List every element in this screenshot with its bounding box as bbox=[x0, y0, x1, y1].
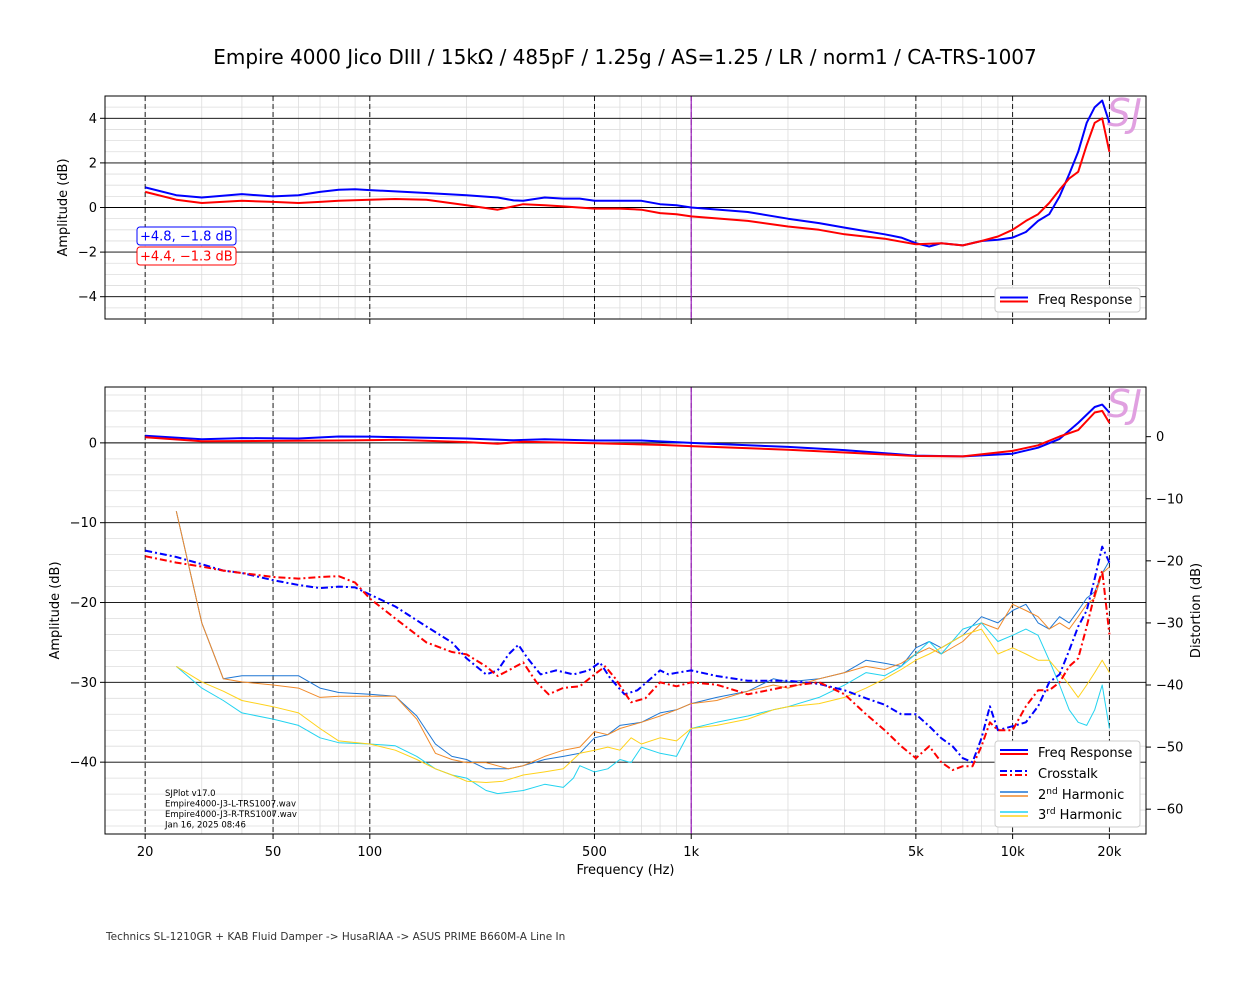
y-tick-label: 0 bbox=[89, 201, 97, 216]
legend-label: Freq Response bbox=[1038, 293, 1132, 308]
y2-tick-label: −10 bbox=[1156, 492, 1183, 507]
data-series bbox=[144, 99, 1111, 248]
x-tick-label: 100 bbox=[357, 845, 382, 860]
x-axis: 20 50 100 500 1k 5k 10k 20k bbox=[137, 834, 1122, 860]
x-tick-label: 5k bbox=[908, 845, 924, 860]
series-h3-left bbox=[175, 622, 1110, 795]
y-axis-label: Amplitude (dB) bbox=[56, 158, 71, 256]
y-tick-label: 4 bbox=[89, 112, 97, 127]
series-fr-right bbox=[144, 117, 1111, 247]
info-line: SJPlot v17.0 bbox=[165, 789, 216, 799]
legend-box bbox=[994, 740, 1141, 828]
series-h2-right bbox=[175, 511, 1110, 770]
y2-axis: 0 −10 −20 −30 −40 −50 −60 Distortion (dB) bbox=[1146, 430, 1204, 818]
y2-tick-label: −30 bbox=[1156, 616, 1183, 631]
x-axis-label: Frequency (Hz) bbox=[576, 863, 674, 878]
frequency-response-panel: SJ 4 2 0 −2 −4 Amplitude (dB) +4.8, −1.8 dB +4.4… bbox=[56, 91, 1147, 324]
y2-tick-label: 0 bbox=[1156, 430, 1164, 445]
x-tick-label: 20 bbox=[137, 845, 154, 860]
footer-text: Technics SL-1210GR + KAB Fluid Damper ->… bbox=[105, 931, 565, 943]
series-fr-left bbox=[144, 99, 1111, 248]
x-tick-label: 500 bbox=[582, 845, 607, 860]
x-tick-label: 50 bbox=[265, 845, 282, 860]
series-fr-left bbox=[145, 403, 1111, 458]
plot-frame bbox=[104, 386, 1147, 835]
y2-tick-label: −20 bbox=[1156, 554, 1183, 569]
legend-label: Crosstalk bbox=[1038, 767, 1098, 782]
y2-tick-label: −50 bbox=[1156, 741, 1183, 756]
y-tick-label: −20 bbox=[70, 596, 97, 611]
legend-box bbox=[994, 287, 1141, 313]
annotation-text: +4.8, −1.8 dB bbox=[140, 230, 233, 245]
legend: Freq Response Crosstalk 2nd Harmonic 3rd Ha… bbox=[994, 740, 1141, 828]
y2-tick-label: −40 bbox=[1156, 679, 1183, 694]
annotation-box bbox=[136, 226, 237, 246]
series-xt-right bbox=[144, 555, 1111, 772]
info-line: Jan 16, 2025 08:46 bbox=[164, 821, 246, 831]
y2-tick-label: −60 bbox=[1156, 803, 1183, 818]
series-fr-right bbox=[145, 409, 1111, 458]
watermark-logo: SJ bbox=[1107, 382, 1142, 426]
y-tick-label: −4 bbox=[78, 290, 97, 305]
series-xt-left bbox=[144, 545, 1111, 764]
y-tick-label: 2 bbox=[89, 156, 97, 171]
watermark-logo: SJ bbox=[1107, 91, 1142, 135]
y-tick-label: −10 bbox=[70, 516, 97, 531]
y-axis: 4 2 0 −2 −4 Amplitude (dB) bbox=[56, 112, 105, 305]
x-tick-label: 10k bbox=[1001, 845, 1026, 860]
legend-label: Freq Response bbox=[1038, 746, 1132, 761]
annotation-box bbox=[136, 246, 237, 266]
grid-lines bbox=[105, 95, 1146, 320]
y-tick-label: 0 bbox=[89, 436, 97, 451]
y-axis-label: Amplitude (dB) bbox=[48, 561, 63, 659]
info-line: Empire4000-J3-R-TRS1007.wav bbox=[165, 810, 297, 820]
x-tick-label: 1k bbox=[683, 845, 699, 860]
x-axis bbox=[144, 319, 1110, 324]
series-h3-right bbox=[176, 628, 1110, 783]
y-axis: 0 −10 −20 −30 −40 Amplitude (dB) bbox=[48, 436, 105, 771]
y2-axis-label: Distortion (dB) bbox=[1189, 563, 1204, 658]
y-tick-label: −40 bbox=[70, 756, 97, 771]
y-tick-label: −30 bbox=[70, 676, 97, 691]
figure-title: Empire 4000 Jico DIII / 15kΩ / 485pF / 1… bbox=[213, 45, 1037, 69]
crosstalk-distortion-panel: SJ 20 50 100 500 1k 5k 10k 20k 0 −10 −20 −30 −40 Ampli… bbox=[48, 382, 1204, 878]
annotation-text: +4.4, −1.3 dB bbox=[140, 250, 233, 265]
y-tick-label: −2 bbox=[78, 246, 97, 261]
x-tick-label: 20k bbox=[1097, 845, 1122, 860]
legend-label: 3rd Harmonic bbox=[1038, 807, 1122, 823]
data-series bbox=[144, 403, 1111, 795]
legend-label: 2nd Harmonic bbox=[1038, 787, 1124, 803]
info-line: Empire4000-J3-L-TRS1007.wav bbox=[165, 800, 296, 810]
legend: Freq Response bbox=[994, 287, 1141, 313]
